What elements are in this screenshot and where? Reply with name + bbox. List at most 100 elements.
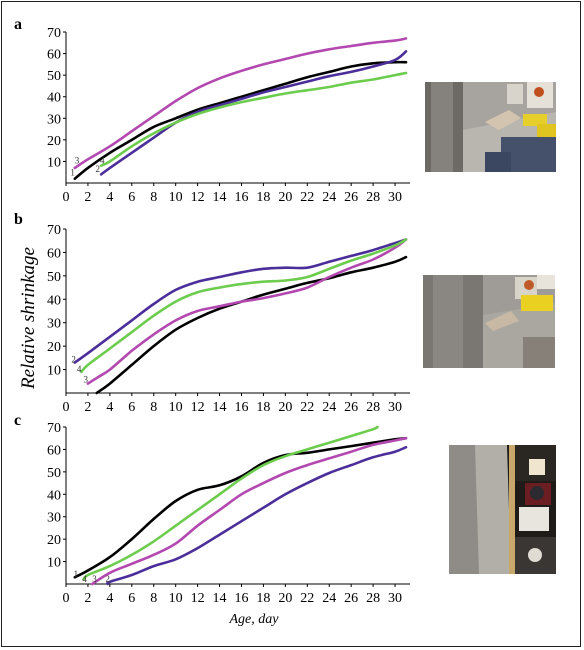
x-tick-label: 30 (388, 591, 402, 606)
y-tick-label: 30 (47, 112, 61, 127)
series-line-1 (73, 60, 408, 180)
x-tick-label: 16 (234, 400, 248, 415)
x-tick-label: 4 (106, 591, 113, 606)
x-tick-label: 26 (344, 591, 358, 606)
x-tick-label: 18 (256, 190, 270, 205)
x-tick-label: 16 (234, 190, 248, 205)
y-tick-label: 30 (47, 511, 61, 526)
x-tick-label: 6 (128, 400, 135, 415)
x-tick-label: 14 (213, 400, 227, 415)
photo-b (423, 275, 555, 368)
wall-photo-b-image (423, 275, 555, 368)
series-line-2 (106, 445, 408, 586)
y-tick-label: 30 (47, 317, 61, 332)
panel-label-a: a (14, 16, 22, 33)
x-axis-label: Age, day (229, 612, 280, 627)
series-line-1 (95, 255, 408, 395)
panel-label-c: c (14, 412, 21, 429)
photo-c (449, 445, 556, 574)
x-tick-label: 28 (366, 190, 380, 205)
wall-photo-a-image (425, 82, 556, 172)
series-line-3 (86, 238, 408, 385)
x-tick-label: 30 (388, 190, 402, 205)
x-tick-label: 22 (300, 591, 314, 606)
series-line-3 (91, 436, 408, 586)
x-tick-label: 10 (169, 591, 183, 606)
series-line-4 (82, 425, 379, 581)
x-tick-label: 14 (213, 591, 227, 606)
panel-label-b: b (14, 211, 23, 228)
x-tick-label: 22 (300, 190, 314, 205)
series-number-label-2: 2 (105, 574, 110, 584)
series-line-1 (73, 436, 408, 579)
x-tick-label: 28 (366, 591, 380, 606)
series-number-label-3: 3 (83, 374, 88, 384)
series-number-label-2: 2 (71, 355, 76, 365)
x-tick-label: 0 (63, 400, 70, 415)
x-tick-label: 2 (84, 400, 91, 415)
y-tick-label: 70 (47, 26, 61, 41)
x-tick-label: 20 (278, 591, 292, 606)
x-tick-label: 26 (344, 400, 358, 415)
series-number-label-1: 1 (70, 167, 75, 177)
y-tick-label: 10 (47, 364, 61, 379)
y-tick-label: 20 (47, 340, 61, 355)
x-tick-label: 6 (128, 591, 135, 606)
y-tick-label: 60 (47, 48, 61, 63)
series-number-label-3: 3 (75, 156, 80, 166)
x-tick-label: 0 (63, 190, 70, 205)
x-tick-label: 4 (106, 400, 113, 415)
y-tick-label: 50 (47, 69, 61, 84)
x-tick-label: 26 (344, 190, 358, 205)
x-tick-label: 6 (128, 190, 135, 205)
y-tick-label: 10 (47, 556, 61, 571)
x-tick-label: 12 (191, 591, 205, 606)
x-tick-label: 8 (150, 400, 157, 415)
y-tick-label: 60 (47, 246, 61, 261)
x-tick-label: 24 (322, 400, 336, 415)
series-number-label-4: 4 (77, 364, 82, 374)
x-tick-label: 24 (322, 190, 336, 205)
x-tick-label: 22 (300, 400, 314, 415)
y-tick-label: 70 (47, 223, 61, 238)
y-tick-label: 40 (47, 488, 61, 503)
series-number-label-3: 3 (92, 574, 97, 584)
y-tick-label: 40 (47, 293, 61, 308)
x-tick-label: 0 (63, 591, 70, 606)
x-tick-label: 16 (234, 591, 248, 606)
x-tick-label: 8 (150, 190, 157, 205)
x-tick-label: 18 (256, 591, 270, 606)
x-tick-label: 18 (256, 400, 270, 415)
series-number-label-4: 4 (82, 574, 87, 584)
series-line-2 (73, 238, 408, 364)
series-line-4 (99, 71, 408, 167)
wall-photo-c-image (449, 445, 556, 574)
x-tick-label: 2 (84, 591, 91, 606)
x-tick-label: 10 (169, 400, 183, 415)
x-tick-label: 30 (388, 400, 402, 415)
x-tick-label: 2 (84, 190, 91, 205)
y-tick-label: 70 (47, 421, 61, 436)
x-tick-label: 28 (366, 400, 380, 415)
series-number-label-2: 2 (96, 164, 101, 174)
y-tick-label: 20 (47, 134, 61, 149)
y-tick-label: 60 (47, 443, 61, 458)
y-axis-label: Relative shrinkage (18, 247, 39, 390)
y-tick-label: 10 (47, 155, 61, 170)
series-number-label-4: 4 (100, 156, 105, 166)
x-tick-label: 4 (106, 190, 113, 205)
x-tick-label: 12 (191, 400, 205, 415)
x-tick-label: 10 (169, 190, 183, 205)
x-tick-label: 20 (278, 190, 292, 205)
x-tick-label: 12 (191, 190, 205, 205)
y-tick-label: 50 (47, 270, 61, 285)
y-tick-label: 50 (47, 466, 61, 481)
photo-a (425, 82, 556, 172)
series-line-4 (80, 238, 408, 374)
series-line-3 (73, 37, 408, 170)
series-number-label-1: 1 (74, 569, 79, 579)
